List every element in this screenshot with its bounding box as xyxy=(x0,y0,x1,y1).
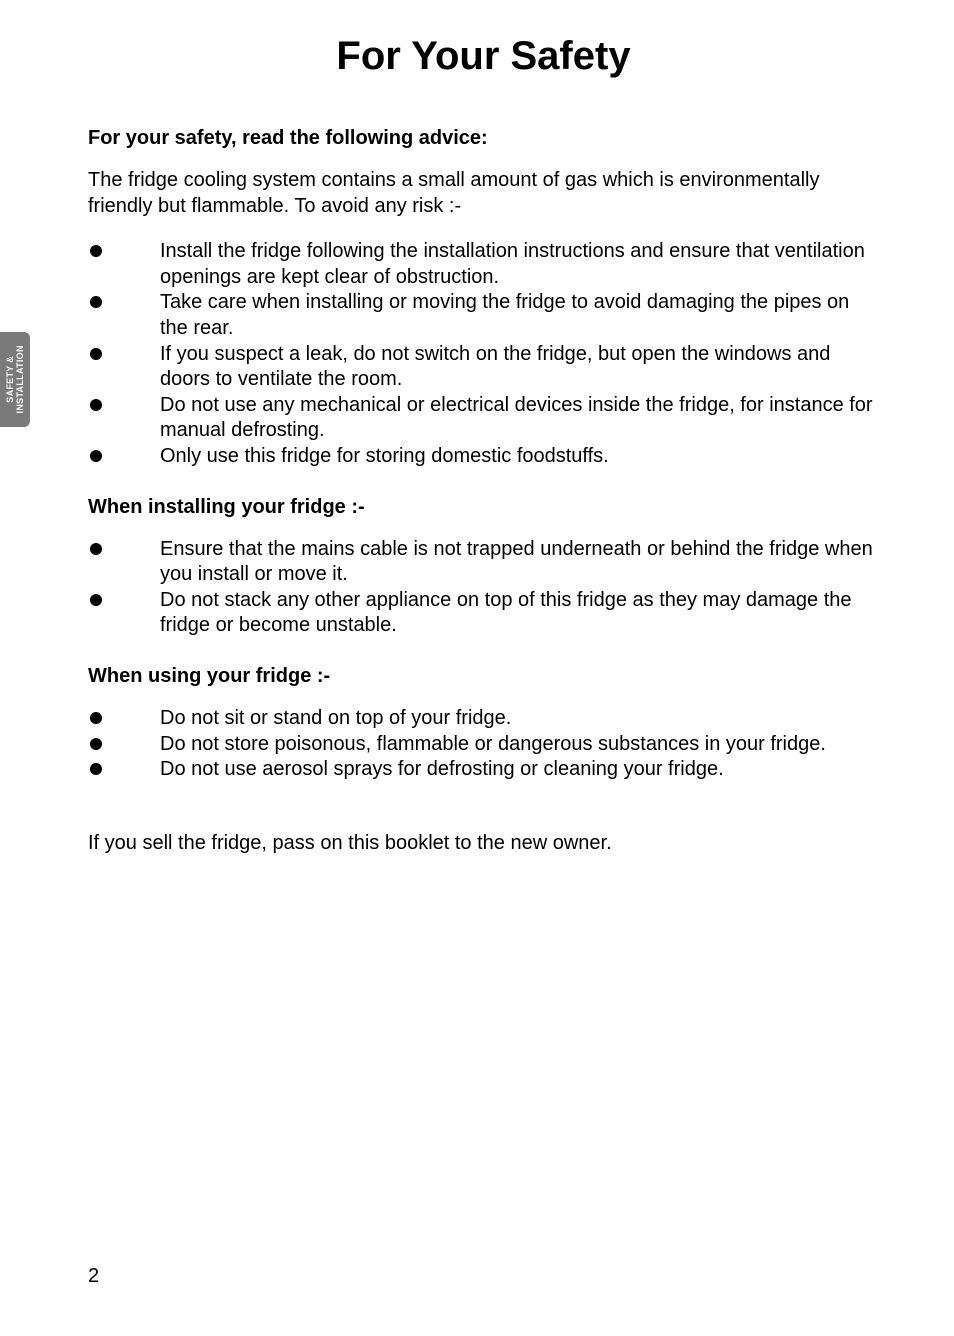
bullet-icon xyxy=(88,537,160,555)
bullet-icon xyxy=(88,393,160,411)
section1-bullets: Install the fridge following the install… xyxy=(88,239,879,469)
list-item: Ensure that the mains cable is not trapp… xyxy=(88,537,879,588)
bullet-text: Install the fridge following the install… xyxy=(160,239,879,290)
section2-heading: When installing your fridge :- xyxy=(88,496,879,519)
list-item: Do not sit or stand on top of your fridg… xyxy=(88,706,879,732)
section1-heading: For your safety, read the following advi… xyxy=(88,127,879,150)
bullet-text: Do not use aerosol sprays for defrosting… xyxy=(160,757,879,783)
bullet-text: Do not sit or stand on top of your fridg… xyxy=(160,706,879,732)
side-tab-line1: SAFETY & xyxy=(5,356,15,403)
bullet-icon xyxy=(88,732,160,750)
list-item: Do not use aerosol sprays for defrosting… xyxy=(88,757,879,783)
section1-intro: The fridge cooling system contains a sma… xyxy=(88,168,879,219)
list-item: Do not use any mechanical or electrical … xyxy=(88,393,879,444)
closing-text: If you sell the fridge, pass on this boo… xyxy=(88,831,879,857)
list-item: Only use this fridge for storing domesti… xyxy=(88,444,879,470)
bullet-text: Take care when installing or moving the … xyxy=(160,290,879,341)
bullet-text: If you suspect a leak, do not switch on … xyxy=(160,342,879,393)
bullet-icon xyxy=(88,342,160,360)
page-title: For Your Safety xyxy=(88,34,879,79)
list-item: Take care when installing or moving the … xyxy=(88,290,879,341)
bullet-text: Do not use any mechanical or electrical … xyxy=(160,393,879,444)
section2-bullets: Ensure that the mains cable is not trapp… xyxy=(88,537,879,639)
page: SAFETY & INSTALLATION For Your Safety Fo… xyxy=(0,0,954,1336)
side-tab-text: SAFETY & INSTALLATION xyxy=(5,345,26,413)
bullet-icon xyxy=(88,444,160,462)
bullet-text: Do not stack any other appliance on top … xyxy=(160,588,879,639)
page-number: 2 xyxy=(88,1265,99,1288)
side-tab: SAFETY & INSTALLATION xyxy=(0,332,30,427)
bullet-icon xyxy=(88,757,160,775)
bullet-icon xyxy=(88,239,160,257)
bullet-icon xyxy=(88,290,160,308)
section3-bullets: Do not sit or stand on top of your fridg… xyxy=(88,706,879,783)
list-item: Do not store poisonous, flammable or dan… xyxy=(88,732,879,758)
bullet-text: Only use this fridge for storing domesti… xyxy=(160,444,879,470)
bullet-icon xyxy=(88,588,160,606)
side-tab-line2: INSTALLATION xyxy=(15,345,25,413)
list-item: If you suspect a leak, do not switch on … xyxy=(88,342,879,393)
list-item: Do not stack any other appliance on top … xyxy=(88,588,879,639)
section3-heading: When using your fridge :- xyxy=(88,665,879,688)
bullet-text: Do not store poisonous, flammable or dan… xyxy=(160,732,879,758)
list-item: Install the fridge following the install… xyxy=(88,239,879,290)
bullet-icon xyxy=(88,706,160,724)
bullet-text: Ensure that the mains cable is not trapp… xyxy=(160,537,879,588)
